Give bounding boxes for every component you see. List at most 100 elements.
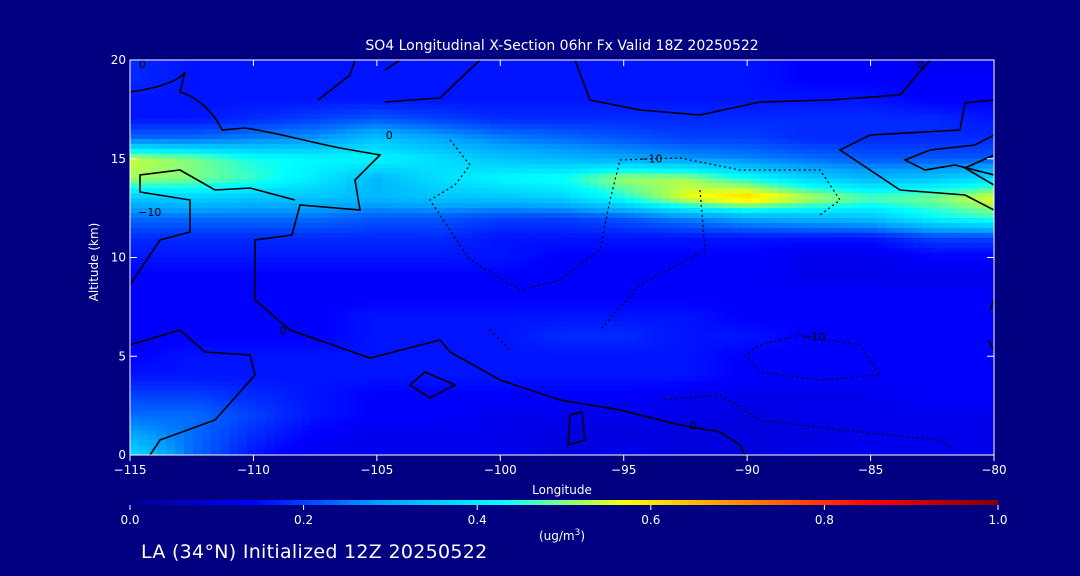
heatmap-cell: [958, 213, 968, 219]
heatmap-cell: [526, 104, 536, 110]
heatmap-cell: [382, 242, 392, 249]
heatmap-cell: [778, 94, 788, 101]
heatmap-cell: [697, 143, 707, 150]
heatmap-cell: [877, 252, 887, 259]
heatmap-cell: [157, 60, 167, 66]
heatmap-cell: [697, 232, 707, 239]
heatmap-cell: [337, 218, 347, 224]
heatmap-cell: [319, 148, 329, 155]
heatmap-cell: [130, 267, 140, 273]
heatmap-cell: [976, 237, 986, 244]
heatmap-cell: [517, 178, 527, 185]
heatmap-cell: [787, 257, 797, 264]
heatmap-cell: [382, 306, 392, 313]
heatmap-cell: [472, 301, 482, 308]
heatmap-cell: [463, 282, 473, 288]
heatmap-cell: [310, 94, 320, 101]
heatmap-cell: [265, 84, 275, 91]
heatmap-cell: [517, 272, 527, 278]
heatmap-cell: [679, 213, 689, 219]
heatmap-cell: [175, 193, 185, 199]
heatmap-cell: [499, 188, 509, 194]
heatmap-cell: [454, 218, 464, 224]
heatmap-cell: [607, 272, 617, 278]
heatmap-cell: [535, 272, 545, 278]
heatmap-cell: [751, 148, 761, 155]
heatmap-cell: [436, 183, 446, 189]
heatmap-cell: [553, 222, 563, 229]
heatmap-cell: [886, 227, 896, 234]
heatmap-cell: [490, 287, 500, 293]
heatmap-cell: [895, 89, 905, 96]
heatmap-cell: [697, 99, 707, 106]
heatmap-cell: [760, 252, 770, 259]
heatmap-cell: [652, 114, 662, 120]
heatmap-cell: [742, 124, 752, 130]
heatmap-cell: [958, 183, 968, 189]
heatmap-cell: [499, 173, 509, 180]
heatmap-cell: [472, 297, 482, 303]
heatmap-cell: [382, 114, 392, 120]
heatmap-cell: [724, 84, 734, 91]
heatmap-cell: [373, 129, 383, 135]
heatmap-cell: [526, 99, 536, 106]
heatmap-cell: [688, 227, 698, 234]
heatmap-cell: [382, 60, 392, 66]
heatmap-cell: [688, 134, 698, 140]
heatmap-cell: [841, 69, 851, 76]
heatmap-cell: [823, 89, 833, 96]
heatmap-cell: [877, 114, 887, 120]
heatmap-cell: [202, 232, 212, 239]
heatmap-cell: [517, 139, 527, 145]
heatmap-cell: [931, 148, 941, 155]
heatmap-cell: [895, 287, 905, 293]
heatmap-cell: [310, 99, 320, 106]
heatmap-cell: [895, 119, 905, 125]
heatmap-cell: [139, 168, 149, 175]
heatmap-cell: [607, 203, 617, 209]
heatmap-cell: [481, 69, 491, 76]
heatmap-cell: [139, 139, 149, 145]
heatmap-cell: [778, 277, 788, 283]
heatmap-cell: [310, 173, 320, 180]
heatmap-cell: [409, 74, 419, 81]
heatmap-cell: [571, 237, 581, 244]
heatmap-cell: [526, 163, 536, 170]
heatmap-cell: [418, 227, 428, 234]
heatmap-cell: [859, 267, 869, 273]
heatmap-cell: [508, 183, 518, 189]
heatmap-cell: [616, 297, 626, 303]
heatmap-cell: [841, 297, 851, 303]
heatmap-cell: [778, 213, 788, 219]
heatmap-cell: [445, 198, 455, 204]
heatmap-cell: [562, 94, 572, 101]
heatmap-cell: [571, 139, 581, 145]
heatmap-cell: [841, 232, 851, 239]
heatmap-cell: [130, 104, 140, 110]
heatmap-cell: [499, 257, 509, 264]
heatmap-cell: [553, 173, 563, 180]
heatmap-cell: [679, 287, 689, 293]
heatmap-cell: [157, 119, 167, 125]
heatmap-cell: [265, 232, 275, 239]
heatmap-cell: [445, 69, 455, 76]
heatmap-cell: [310, 124, 320, 130]
heatmap-cell: [238, 222, 248, 229]
heatmap-cell: [679, 311, 689, 318]
heatmap-cell: [859, 237, 869, 244]
heatmap-cell: [859, 222, 869, 229]
heatmap-cell: [652, 74, 662, 81]
heatmap-cell: [787, 153, 797, 160]
heatmap-cell: [796, 218, 806, 224]
heatmap-cell: [787, 134, 797, 140]
heatmap-cell: [535, 292, 545, 298]
heatmap-cell: [706, 232, 716, 239]
heatmap-cell: [778, 252, 788, 259]
heatmap-cell: [301, 153, 311, 160]
heatmap-cell: [868, 69, 878, 76]
heatmap-cell: [427, 129, 437, 135]
heatmap-cell: [247, 74, 257, 81]
heatmap-cell: [427, 168, 437, 175]
heatmap-cell: [220, 114, 230, 120]
heatmap-cell: [634, 153, 644, 160]
